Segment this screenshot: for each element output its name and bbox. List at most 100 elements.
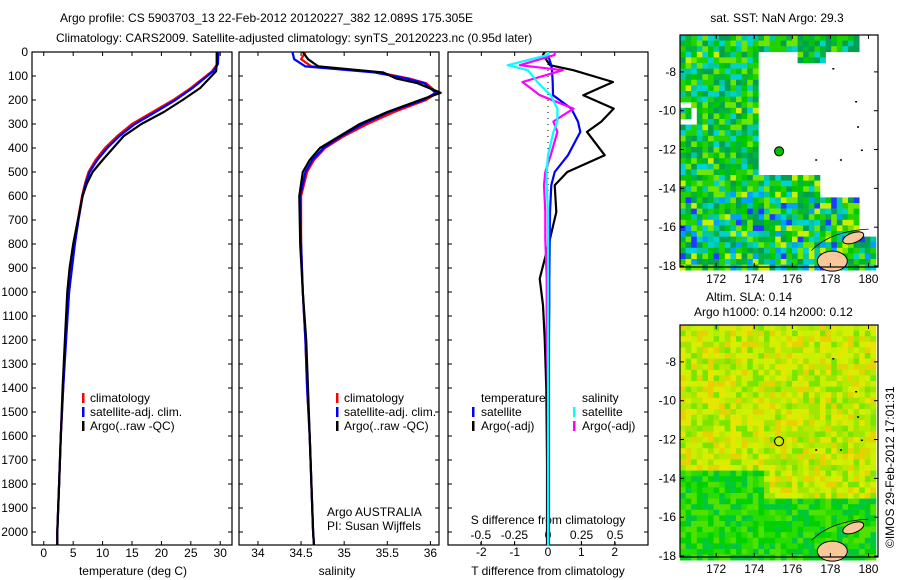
- depth-tick-label: 1800: [1, 477, 28, 491]
- map-cell: [848, 347, 854, 354]
- x-tick-label: 2: [611, 545, 618, 559]
- map-cell: [842, 46, 849, 53]
- map-cell: [736, 236, 742, 243]
- map-cell: [730, 459, 737, 466]
- map-cell: [680, 515, 686, 522]
- map-cell: [758, 46, 765, 53]
- map-cell: [724, 521, 731, 527]
- map-cell: [764, 420, 770, 427]
- map-cell: [842, 358, 849, 365]
- map-cell: [730, 219, 737, 226]
- map-cell: [730, 487, 737, 494]
- map-cell: [831, 493, 838, 499]
- map-cell: [741, 40, 748, 47]
- map-cell: [792, 203, 798, 209]
- map-cell: [696, 74, 703, 81]
- map-cell: [786, 186, 793, 193]
- map-cell: [747, 414, 754, 421]
- map-cell: [808, 186, 815, 193]
- map-cell: [736, 51, 742, 58]
- map-cell: [747, 437, 754, 443]
- depth-tick-label: 100: [8, 69, 28, 83]
- map-cell: [870, 358, 877, 365]
- map-cell: [780, 543, 787, 550]
- map-cell: [747, 135, 754, 142]
- map-cell: [803, 46, 810, 53]
- map-cell: [719, 219, 726, 226]
- map-cell: [724, 459, 731, 466]
- map-cell: [680, 386, 686, 393]
- map-cell: [680, 481, 686, 488]
- map-cell: [820, 219, 826, 226]
- map-cell: [752, 40, 759, 47]
- map-cell: [764, 442, 770, 449]
- s-tick-label: 0.5: [607, 528, 624, 542]
- map-cell: [747, 515, 754, 522]
- map-cell: [702, 91, 709, 97]
- map-cell: [691, 91, 698, 97]
- map-cell: [870, 397, 877, 404]
- map-cell: [808, 46, 815, 53]
- legend-heading-salinity: salinity: [582, 391, 619, 405]
- map-cell: [713, 476, 720, 483]
- map-cell: [836, 375, 843, 382]
- map-cell: [831, 358, 838, 365]
- map-cell: [775, 191, 782, 198]
- map-cell: [836, 247, 843, 254]
- map-cell: [786, 515, 793, 522]
- map-cell: [685, 549, 692, 555]
- map-cell: [853, 46, 860, 53]
- map-cell: [736, 392, 742, 399]
- map-cell: [730, 208, 737, 215]
- map-cell: [680, 347, 686, 354]
- map-cell: [764, 236, 770, 243]
- map-cell: [758, 532, 765, 539]
- map-cell: [724, 330, 731, 337]
- map-cell: [741, 476, 748, 483]
- map-cell: [764, 425, 770, 432]
- map-cell: [685, 437, 692, 443]
- annotation-argo-australia: Argo AUSTRALIA: [327, 505, 422, 519]
- map-cell: [870, 526, 877, 533]
- map-cell: [685, 442, 692, 449]
- map-cell: [814, 386, 821, 393]
- map-cell: [803, 498, 810, 505]
- map-cell: [724, 487, 731, 494]
- map-cell: [741, 442, 748, 449]
- map-cell: [764, 459, 770, 466]
- map-cell: [730, 476, 737, 483]
- map-cell: [747, 253, 754, 260]
- map-cell: [696, 119, 703, 125]
- map-cell: [803, 509, 810, 516]
- map-cell: [764, 180, 770, 187]
- map-cell: [775, 420, 782, 427]
- map-cell: [696, 431, 703, 438]
- map-cell: [764, 481, 770, 488]
- map-cell: [680, 247, 686, 254]
- map-cell: [775, 498, 782, 505]
- map-cell: [775, 409, 782, 415]
- map-cell: [752, 96, 759, 103]
- lat-tick-label: -14: [659, 471, 677, 485]
- map-cell: [708, 158, 714, 165]
- series-line-t-satellite: [546, 52, 582, 546]
- map-cell: [836, 420, 843, 427]
- map-cell: [786, 325, 793, 331]
- map-cell: [764, 191, 770, 198]
- map-cell: [741, 63, 748, 69]
- map-cell: [747, 526, 754, 533]
- map-cell: [685, 358, 692, 365]
- map-cell: [792, 425, 798, 432]
- map-cell: [724, 203, 731, 209]
- map-cell: [792, 214, 798, 221]
- map-cell: [797, 409, 804, 415]
- map-cell: [792, 364, 798, 371]
- map-cell: [769, 493, 776, 499]
- map-cell: [680, 35, 686, 41]
- map-cell: [870, 437, 877, 443]
- map-cell: [702, 453, 709, 460]
- map-cell: [859, 236, 866, 243]
- map-cell: [853, 392, 860, 399]
- map-cell: [730, 537, 737, 544]
